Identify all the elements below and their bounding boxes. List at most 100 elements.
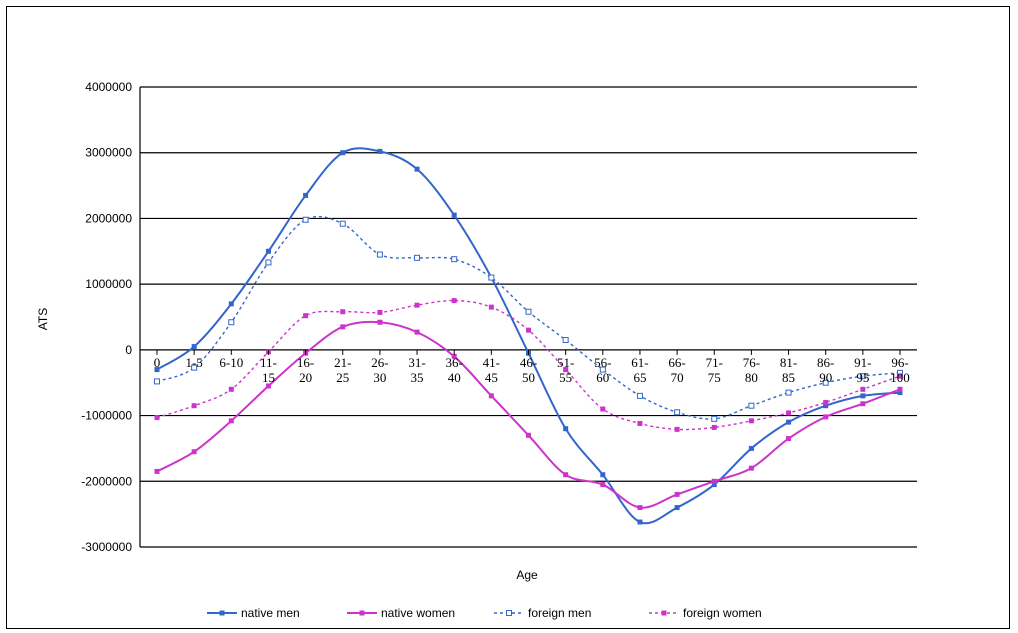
data-point [265, 259, 272, 266]
data-point [674, 426, 680, 432]
data-point [674, 409, 681, 416]
x-tick-label: 6-10 [219, 355, 243, 370]
legend-item: native men [207, 606, 300, 620]
data-point [860, 393, 866, 399]
data-point [786, 419, 792, 425]
data-point [563, 426, 569, 432]
data-point [191, 403, 197, 409]
data-point [637, 519, 643, 525]
y-tick-label: 3000000 [85, 146, 132, 160]
data-point [154, 415, 160, 421]
data-point [897, 373, 903, 379]
legend-label: foreign women [683, 606, 762, 620]
data-point [191, 449, 197, 455]
data-point [711, 415, 718, 422]
legend-item: foreign men [494, 606, 591, 620]
data-point [860, 386, 866, 392]
data-point [823, 403, 829, 409]
series-line [156, 215, 901, 420]
x-tick-label: 46-50 [520, 355, 537, 385]
data-point [600, 406, 606, 412]
data-point [525, 308, 532, 315]
data-point [228, 418, 234, 424]
y-tick-label: -3000000 [81, 540, 132, 554]
y-tick-label: -2000000 [81, 474, 132, 488]
line-chart: 4000000 3000000 2000000 1000000 0 -1000000 -20… [36, 80, 917, 620]
data-point [822, 379, 829, 386]
x-tick-label: 66-70 [668, 355, 685, 385]
data-point [451, 212, 457, 218]
x-tick-label: 11-15 [260, 355, 277, 385]
legend-swatch-marker [506, 610, 512, 616]
data-point [600, 472, 606, 478]
data-point [191, 364, 198, 371]
data-point [265, 383, 271, 389]
data-point [154, 367, 160, 373]
data-point [563, 367, 569, 373]
data-point [526, 432, 531, 438]
data-point [154, 378, 160, 385]
data-point [748, 418, 754, 424]
x-tick-label: 61-65 [631, 355, 648, 385]
legend: native men native women foreign men foreign… [207, 606, 762, 620]
data-point [414, 254, 421, 261]
legend-swatch-marker [219, 610, 225, 616]
data-point [339, 220, 346, 227]
legend-label: native women [381, 606, 455, 620]
data-point [674, 491, 680, 497]
data-point [340, 309, 346, 315]
chart-frame: 4000000 3000000 2000000 1000000 0 -1000000 -20… [6, 6, 1010, 629]
legend-label: foreign men [528, 606, 591, 620]
x-tick-label: 91-95 [854, 355, 871, 385]
data-point [563, 472, 569, 478]
legend-swatch-marker [359, 610, 365, 616]
data-point [228, 386, 234, 392]
data-point [711, 482, 717, 488]
data-point [600, 482, 606, 488]
data-point [748, 445, 754, 451]
data-point [340, 150, 346, 156]
x-tick-label: 56-60 [594, 355, 611, 385]
series-line [156, 147, 901, 525]
data-point [599, 366, 606, 373]
data-point [228, 301, 234, 307]
data-point [860, 401, 866, 407]
legend-item: foreign women [649, 606, 762, 620]
data-point [340, 324, 346, 330]
x-tick-label: 31-35 [408, 355, 425, 385]
data-point [786, 436, 792, 442]
y-axis-label: ATS [36, 308, 50, 330]
x-tick-label: 1-5 [185, 355, 202, 370]
x-tick-label: 86-90 [817, 355, 834, 385]
data-point [377, 309, 383, 315]
legend-label: native men [241, 606, 300, 620]
data-point [823, 399, 829, 405]
data-point [897, 390, 903, 396]
data-point [414, 302, 420, 308]
x-axis-label: Age [516, 568, 538, 582]
data-point [414, 329, 420, 335]
x-tick-label: 26-30 [371, 355, 388, 385]
data-point [897, 386, 903, 392]
data-point [451, 256, 458, 263]
data-point [191, 344, 197, 350]
x-tick-label: 51-55 [557, 355, 574, 385]
data-point [748, 465, 754, 471]
data-point [376, 251, 383, 258]
data-point [488, 274, 495, 281]
y-tick-label: 0 [125, 343, 132, 357]
data-point [228, 319, 235, 326]
x-tick-label: 41-45 [483, 355, 500, 385]
data-point [303, 192, 309, 198]
data-point [377, 148, 383, 154]
data-point [488, 304, 494, 310]
data-point [488, 393, 494, 399]
y-tick-label: -1000000 [81, 409, 132, 423]
x-tick-label: 81-85 [780, 355, 797, 385]
x-tick-label: 71-75 [706, 355, 723, 385]
data-point [636, 392, 643, 399]
x-tick-label: 16-20 [297, 355, 314, 385]
data-point [562, 337, 569, 343]
data-point [154, 468, 160, 474]
y-tick-label: 4000000 [85, 80, 132, 94]
